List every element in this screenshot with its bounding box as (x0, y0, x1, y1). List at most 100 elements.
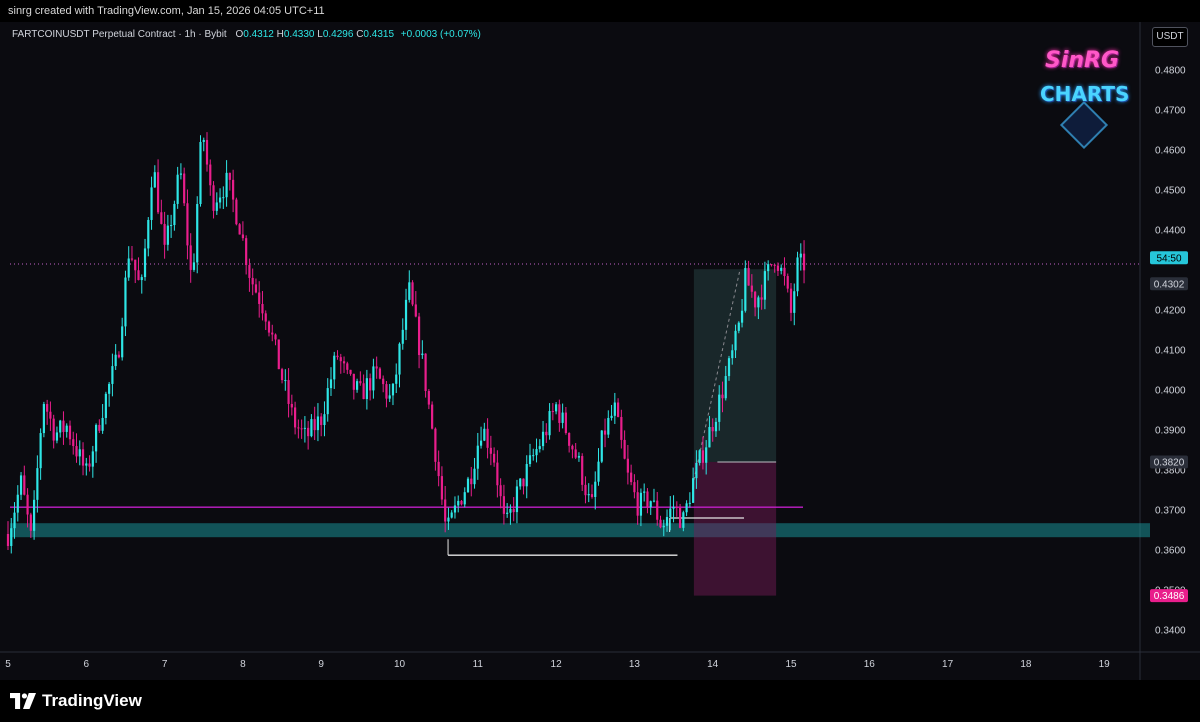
price-badge: 54:50 (1150, 251, 1188, 265)
candle-body (267, 321, 271, 333)
candle-body (72, 439, 75, 447)
candle-body (740, 310, 744, 323)
candle-body (545, 431, 548, 436)
logo-line-1: SinRG (1044, 48, 1120, 73)
candle-body (75, 446, 78, 457)
candle-body (163, 223, 166, 245)
candle-body (538, 446, 541, 450)
candle-body (127, 258, 130, 278)
candle-body (786, 276, 789, 289)
low-label: L (317, 29, 323, 40)
candle-body (623, 439, 626, 459)
candle-body (111, 366, 114, 384)
candle-body (258, 292, 261, 304)
candle-body (68, 425, 72, 440)
candle-body (643, 491, 646, 493)
candle-body (434, 428, 437, 462)
candle-body (571, 445, 574, 450)
candle-body (656, 500, 659, 520)
candle-body (620, 416, 623, 440)
candle-body (218, 197, 222, 203)
candle-body (19, 475, 23, 495)
price-tick-label: 0.3700 (1155, 506, 1186, 517)
price-badge: 0.3486 (1150, 589, 1188, 603)
candle-body (189, 245, 192, 270)
candle-body (46, 404, 49, 412)
candle-body (770, 264, 773, 266)
candle-body (626, 458, 629, 473)
candle-body (85, 463, 88, 466)
candle-body (287, 380, 290, 404)
candle-body (326, 388, 329, 415)
candle-body (796, 257, 799, 292)
candle-body (395, 374, 398, 384)
candle-body (333, 355, 336, 380)
candle-body (310, 419, 313, 437)
candle-body (408, 282, 411, 300)
candle-body (473, 468, 476, 485)
candle-body (365, 378, 368, 400)
candle-body (134, 259, 137, 271)
tradingview-logo[interactable]: TradingView (10, 688, 142, 714)
candle-body (744, 267, 747, 311)
candle-body (731, 350, 734, 359)
candle-body (404, 299, 408, 330)
candle-body (659, 519, 662, 528)
candle-body (49, 411, 52, 419)
sinrg-charts-logo: SinRG CHARTS (1040, 46, 1129, 150)
candle-body (59, 420, 62, 433)
candle-body (568, 432, 571, 446)
candle-body (271, 332, 274, 335)
candle-body (493, 453, 496, 463)
candle-body (597, 461, 600, 482)
price-badge: 0.3820 (1150, 455, 1188, 469)
candle-body (476, 445, 479, 469)
candle-body (646, 491, 649, 508)
candle-body (424, 353, 427, 392)
candle-body (636, 492, 639, 516)
candle-body (727, 358, 731, 377)
candle-body (117, 354, 121, 358)
candle-body (238, 224, 241, 235)
candle-body (176, 174, 179, 204)
attribution-bar: sinrg created with TradingView.com, Jan … (0, 0, 1200, 22)
candle-body (147, 219, 150, 249)
currency-button[interactable]: USDT (1152, 27, 1188, 47)
candle-body (81, 449, 85, 466)
close-value: 0.4315 (363, 29, 395, 40)
candle-body (382, 378, 385, 385)
candle-body (616, 402, 620, 417)
candle-body (417, 316, 421, 356)
candle-body (802, 253, 806, 271)
candle-body (437, 461, 440, 477)
candle-body (672, 506, 675, 509)
candle-body (294, 407, 297, 428)
symbol-name: FARTCOINUSDT Perpetual Contract · 1h · B… (12, 29, 227, 40)
candle-body (124, 277, 127, 327)
chart-frame[interactable]: 0.4800 0.4700 0.4600 0.4500 0.4400 0.4200 0.41… (0, 22, 1200, 680)
candle-body (33, 499, 36, 531)
candle-body (678, 507, 682, 528)
candle-body (411, 282, 414, 305)
candle-body (698, 450, 701, 463)
candle-body (682, 512, 685, 528)
candle-body (222, 197, 225, 199)
candle-body (512, 508, 515, 513)
price-tick-label: 0.4800 (1155, 66, 1186, 77)
candle-body (466, 478, 470, 493)
candle-body (649, 501, 652, 508)
candle-body (587, 494, 590, 496)
candle-body (558, 404, 561, 423)
candle-body (747, 267, 750, 286)
candle-body (522, 478, 525, 487)
candle-body (245, 238, 248, 266)
price-chart[interactable]: 0.4800 0.4700 0.4600 0.4500 0.4400 0.4200 0.41… (0, 22, 1200, 680)
candle-body (375, 366, 378, 369)
candle-body (499, 485, 502, 497)
candle-body (509, 508, 512, 513)
candle-body (23, 475, 26, 495)
time-tick-label: 16 (864, 659, 876, 670)
candle-body (91, 451, 94, 467)
candle-body (444, 499, 447, 522)
candle-body (528, 455, 532, 465)
